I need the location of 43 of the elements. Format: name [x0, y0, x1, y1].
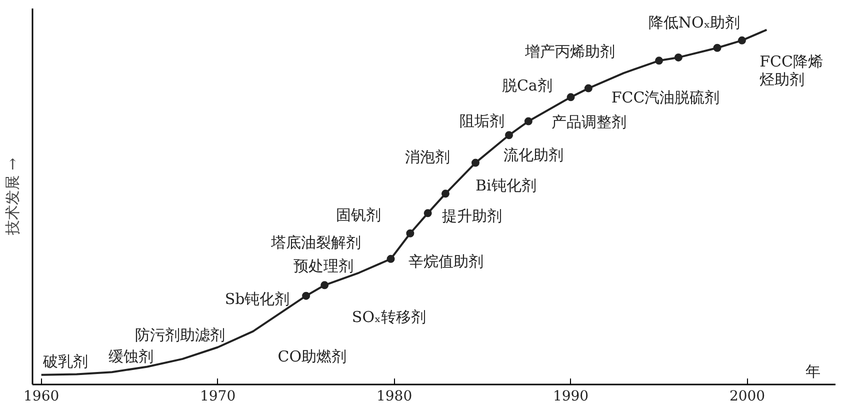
annotation: 流化助剂 [504, 146, 564, 164]
x-tick-label: 2000 [729, 388, 766, 403]
point [441, 190, 450, 198]
point [738, 36, 746, 44]
annotation: 阻垢剂 [460, 112, 505, 130]
annotation: 破乳剂 [42, 352, 88, 371]
annotation: 缓蚀剂 [108, 347, 154, 366]
point [505, 131, 514, 140]
annotation: 预处理剂 [294, 256, 354, 275]
point [386, 254, 395, 263]
annotation: 塔底油裂解剂 [270, 233, 361, 252]
annotation: SOₓ转移剂 [352, 308, 426, 326]
annotation: Sb钝化剂 [224, 290, 290, 308]
x-axis-title: 年 [806, 362, 820, 380]
point [566, 93, 575, 102]
x-tick-label: 1970 [200, 388, 236, 403]
point [524, 117, 532, 126]
annotation: 辛烷值助剂 [408, 252, 484, 271]
y-axis-title: 技术发展 → [4, 157, 22, 236]
point [471, 158, 480, 167]
x-tick-label: 1980 [376, 388, 412, 403]
point [713, 44, 722, 52]
point [424, 209, 432, 218]
point [674, 53, 682, 62]
annotation: FCC降烯烃助剂 [760, 52, 823, 88]
annotation: 固钒剂 [336, 206, 382, 224]
point [406, 229, 414, 238]
annotation: 降低NOₓ助剂 [648, 14, 740, 32]
annotation: 脱Ca剂 [502, 76, 552, 95]
x-tick-label: 1990 [552, 388, 589, 403]
annotation: 消泡剂 [404, 148, 450, 166]
point [655, 56, 664, 65]
point [584, 84, 592, 92]
annotation: CO助燃剂 [278, 347, 347, 366]
annotation: 提升助剂 [442, 206, 502, 225]
annotation: 增产丙烯助剂 [524, 42, 615, 61]
annotation: 防污剂助滤剂 [134, 326, 225, 344]
annotation: Bi钝化剂 [475, 176, 536, 195]
annotation: 产品调整剂 [551, 112, 626, 131]
x-tick-label: 1960 [24, 388, 60, 403]
point [320, 281, 329, 290]
annotation: FCC汽油脱硫剂 [611, 88, 720, 106]
point [302, 292, 310, 300]
